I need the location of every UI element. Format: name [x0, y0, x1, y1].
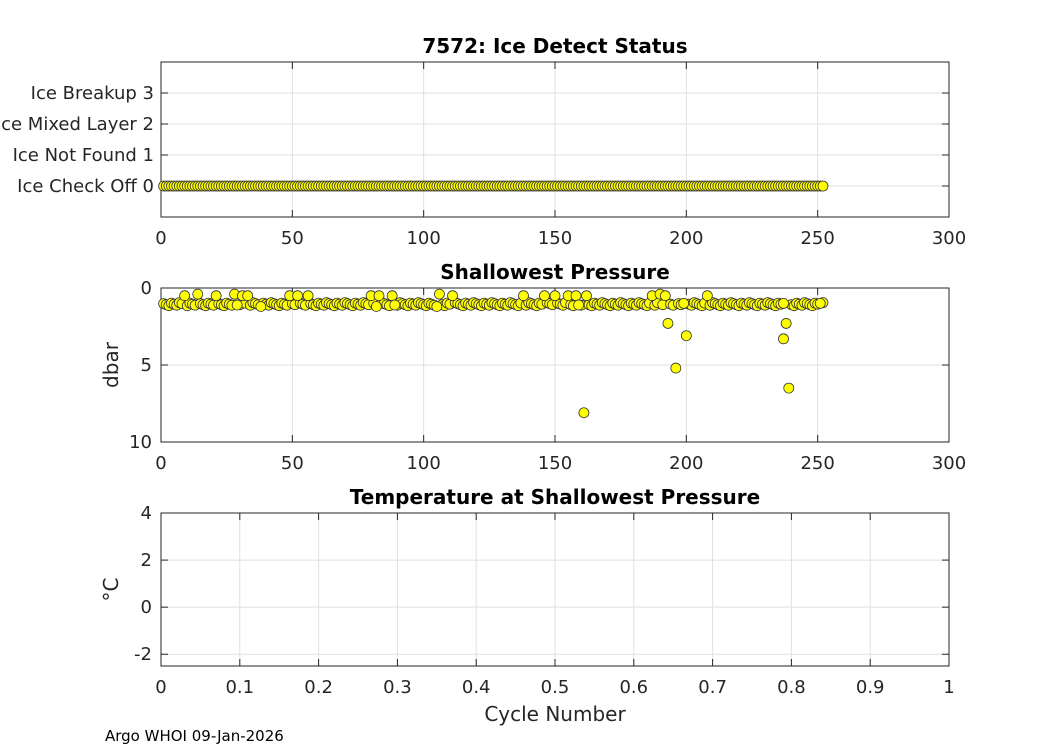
data-point [292, 290, 303, 302]
data-point [373, 290, 385, 302]
x-axis-label: Cycle Number [484, 702, 626, 726]
x-tick-label: 0.3 [383, 677, 412, 698]
x-tick-label: 50 [281, 228, 304, 249]
x-tick-label: 1 [943, 677, 954, 698]
data-point [179, 290, 191, 302]
chart-3: 0 0.1 0.2 0.3 0.4 0.5 0.6 0.7 0.8 0.9 1-2024Temper… [99, 485, 955, 726]
data-point [581, 290, 592, 302]
data-point [817, 180, 829, 192]
data-point [539, 290, 550, 302]
y-tick-label: 5 [141, 355, 152, 376]
x-tick-label: 0.5 [541, 677, 570, 698]
y-axis-label: dbar [99, 341, 123, 388]
x-tick-label: 0 [155, 677, 166, 698]
chart-title: Temperature at Shallowest Pressure [350, 485, 760, 509]
y-tick-label: Ice Not Found 1 [13, 145, 154, 166]
x-tick-label: 200 [669, 453, 703, 474]
x-tick-label: 0 [155, 228, 166, 249]
x-tick-label: 0 [155, 453, 166, 474]
data-point [662, 318, 674, 329]
y-tick-label: 0 [141, 597, 152, 618]
x-tick-label: 250 [800, 453, 834, 474]
data-point [255, 301, 267, 312]
footer-credit: Argo WHOI 09-Jan-2026 [105, 727, 284, 745]
y-tick-label: 4 [141, 503, 152, 524]
data-point [431, 301, 443, 312]
x-tick-label: 150 [538, 228, 572, 249]
data-point [389, 299, 401, 311]
chart-2: 0 50 100 150 200 250 300 0 5 10 Shallowest Pressur… [99, 260, 966, 474]
x-tick-label: 0.9 [856, 677, 885, 698]
data-point [701, 290, 713, 302]
y-tick-label: 0 [141, 278, 152, 299]
data-point [573, 299, 585, 311]
data-points [158, 180, 829, 192]
y-tick-label: 2 [141, 550, 152, 571]
data-point [192, 288, 204, 300]
data-point [780, 318, 792, 329]
y-tick-label: Ice Breakup 3 [31, 83, 154, 104]
data-point [210, 290, 222, 302]
chart-title: Shallowest Pressure [440, 260, 670, 284]
data-point [386, 290, 398, 302]
data-point [778, 333, 789, 345]
data-point [670, 362, 682, 374]
x-tick-label: 100 [406, 453, 440, 474]
data-point [231, 299, 243, 311]
data-point [302, 290, 314, 302]
x-tick-label: 50 [281, 453, 304, 474]
data-point [549, 290, 561, 302]
x-tick-label: 0.6 [619, 677, 648, 698]
x-tick-label: 100 [406, 228, 440, 249]
y-axis-label: °C [99, 578, 123, 602]
y-tick-label: -2 [134, 644, 152, 665]
chart-1: 0 50 100 150 200 250 300 Ice Check Off 0 Ice Mix… [0, 34, 966, 249]
x-tick-label: 0.8 [777, 677, 806, 698]
x-tick-label: 300 [932, 228, 966, 249]
data-point [242, 290, 254, 302]
data-point [778, 297, 789, 309]
y-tick-label: Ice Mixed Layer 2 [0, 114, 154, 135]
data-point [814, 297, 826, 309]
x-tick-label: 150 [538, 453, 572, 474]
x-tick-label: 200 [669, 228, 703, 249]
y-tick-label: Ice Check Off 0 [17, 176, 154, 197]
data-point [370, 301, 382, 312]
data-point [680, 330, 692, 342]
x-tick-label: 0.1 [225, 677, 254, 698]
y-tick-label: 10 [129, 432, 152, 453]
data-point [578, 407, 590, 419]
data-point [434, 288, 445, 300]
data-point [518, 290, 529, 302]
x-tick-label: 0.4 [462, 677, 491, 698]
data-point [447, 290, 458, 302]
x-tick-label: 0.2 [304, 677, 333, 698]
data-point [570, 290, 582, 302]
data-points [158, 288, 829, 419]
data-point [678, 297, 690, 309]
x-tick-label: 250 [800, 228, 834, 249]
x-tick-label: 300 [932, 453, 966, 474]
data-point [659, 290, 671, 302]
chart-title: 7572: Ice Detect Status [422, 34, 687, 58]
x-tick-label: 0.7 [698, 677, 727, 698]
data-point [783, 382, 795, 394]
